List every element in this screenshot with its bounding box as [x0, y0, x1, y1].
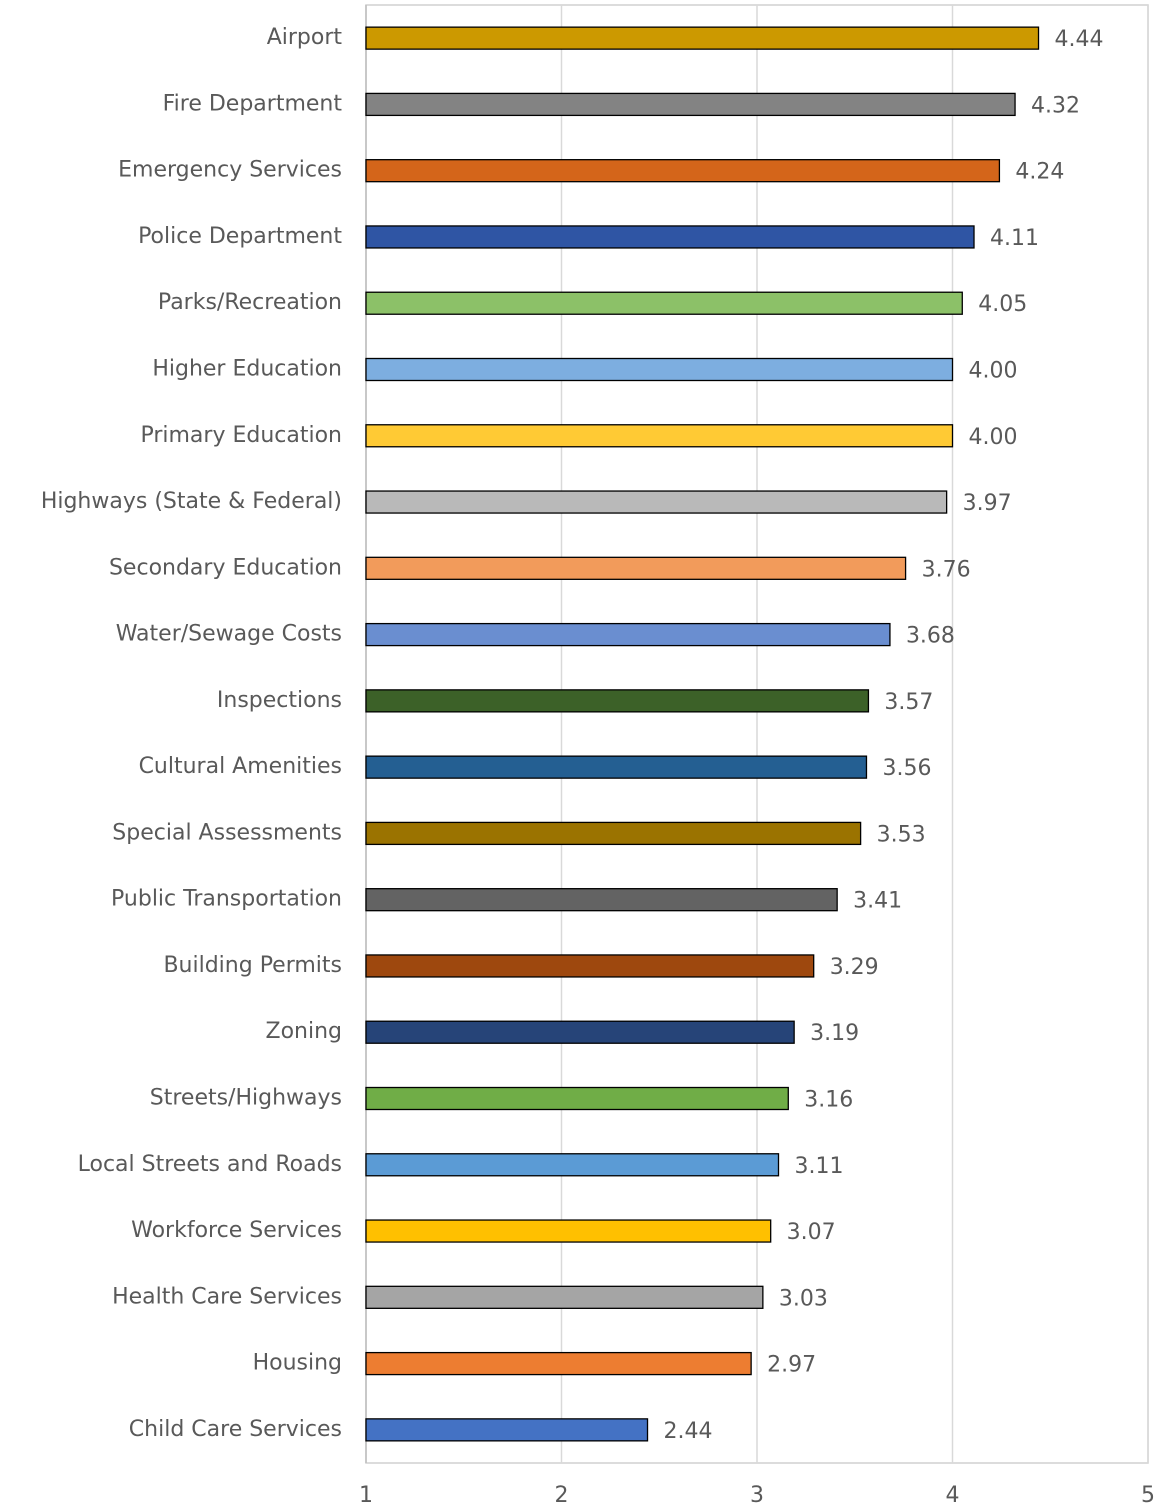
y-tick-label: Parks/Recreation [158, 290, 342, 315]
bar [365, 689, 870, 713]
bar [365, 954, 815, 978]
y-tick-label: Fire Department [163, 91, 343, 116]
bar [365, 159, 1001, 183]
y-tick-label: Highways (State & Federal) [41, 489, 342, 514]
bar [365, 1020, 795, 1044]
bar [365, 26, 1040, 50]
value-label: 3.07 [787, 1220, 836, 1245]
bar [365, 225, 975, 249]
bar [365, 755, 868, 779]
bar [365, 92, 1016, 117]
y-tick-label: Zoning [266, 1019, 343, 1044]
value-label: 4.44 [1055, 27, 1104, 52]
y-tick-label: Workforce Services [131, 1218, 342, 1243]
y-tick-label: Local Streets and Roads [78, 1152, 342, 1177]
bar [365, 291, 963, 315]
y-tick-label: Cultural Amenities [139, 754, 342, 779]
bar [365, 424, 954, 448]
value-label: 3.56 [882, 756, 931, 781]
value-label: 4.11 [990, 226, 1039, 251]
x-tick-label: 5 [1141, 1483, 1155, 1507]
value-label: 2.97 [767, 1353, 816, 1378]
bar [365, 1418, 649, 1442]
bar [365, 622, 891, 647]
y-tick-label: Secondary Education [109, 555, 342, 580]
y-tick-label: Streets/Highways [150, 1086, 342, 1111]
y-tick-label: Police Department [138, 224, 342, 249]
bar [365, 1219, 772, 1243]
value-label: 3.76 [922, 557, 971, 582]
value-label: 2.44 [664, 1419, 713, 1444]
bar [365, 888, 838, 912]
value-label: 4.05 [978, 292, 1027, 317]
bar [365, 1086, 789, 1111]
bar [365, 1351, 752, 1376]
x-tick-label: 4 [946, 1483, 960, 1507]
value-label: 3.41 [853, 889, 902, 914]
value-label: 3.53 [877, 822, 926, 847]
y-tick-label: Water/Sewage Costs [116, 622, 342, 647]
bar [365, 1153, 780, 1177]
value-label: 3.11 [795, 1154, 844, 1179]
y-tick-label: Airport [267, 25, 343, 50]
value-label: 4.00 [969, 359, 1018, 384]
bar [365, 1285, 764, 1309]
value-label: 4.24 [1015, 160, 1064, 185]
bar [365, 490, 948, 514]
y-tick-label: Health Care Services [112, 1284, 342, 1309]
bar [365, 357, 954, 382]
value-label: 4.00 [969, 425, 1018, 450]
value-label: 3.19 [810, 1021, 859, 1046]
y-tick-label: Public Transportation [111, 887, 342, 912]
x-tick-label: 1 [359, 1483, 373, 1507]
y-tick-label: Higher Education [152, 357, 342, 382]
value-label: 3.57 [884, 690, 933, 715]
value-label: 3.03 [779, 1286, 828, 1311]
y-tick-label: Special Assessments [112, 820, 342, 845]
value-label: 3.16 [804, 1088, 853, 1113]
value-label: 3.68 [906, 624, 955, 649]
x-tick-label: 3 [750, 1483, 764, 1507]
y-tick-label: Inspections [217, 688, 342, 713]
y-tick-label: Emergency Services [118, 158, 342, 183]
y-tick-label: Building Permits [163, 953, 342, 978]
bar [365, 821, 862, 846]
y-tick-label: Housing [253, 1351, 342, 1376]
value-label: 4.32 [1031, 93, 1080, 118]
value-label: 3.29 [830, 955, 879, 980]
bar [365, 556, 907, 580]
y-tick-label: Primary Education [140, 423, 342, 448]
x-tick-label: 2 [555, 1483, 569, 1507]
value-label: 3.97 [963, 491, 1012, 516]
y-tick-label: Child Care Services [129, 1417, 342, 1442]
